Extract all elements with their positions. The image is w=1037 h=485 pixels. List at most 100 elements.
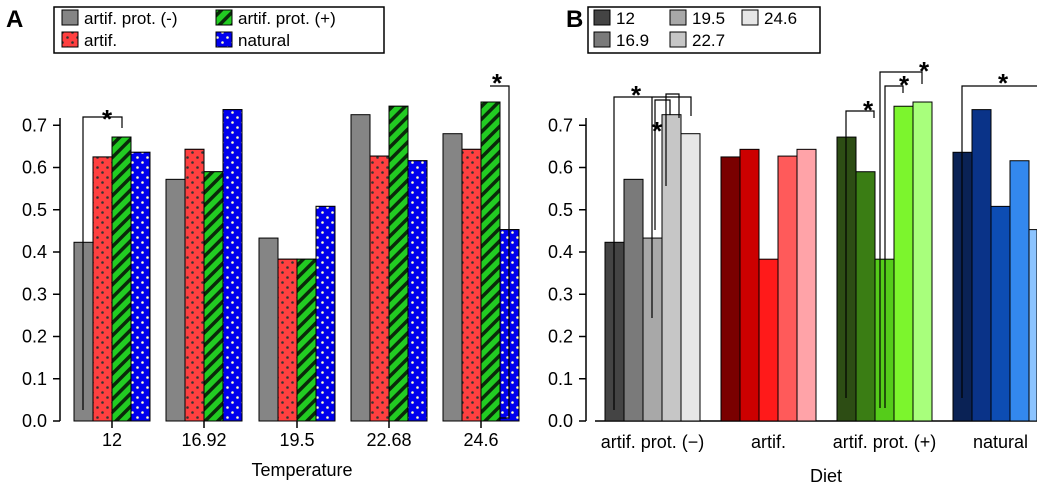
panel-a-y-tick-label: 0.4 — [22, 242, 47, 262]
panel-b-y-tick-label: 0.4 — [548, 242, 573, 262]
panel-b-y-tick-label: 0.1 — [548, 369, 573, 389]
panel-a-x-ticks: 12 16.92 19.5 22.68 24.6 — [102, 421, 499, 450]
significance-star: * — [631, 80, 642, 110]
bar-a-pattern — [184, 148, 205, 422]
panel-b-y-tick-label: 0.0 — [548, 411, 573, 431]
legend-a-swatch-pattern — [215, 9, 233, 26]
legend-b-swatch — [593, 31, 611, 48]
bar-b-group-3-series-1 — [971, 109, 992, 422]
legend-a-label: artif. prot. (-) — [84, 9, 178, 28]
significance-star: * — [998, 68, 1009, 98]
legend-a-label: artif. — [84, 31, 117, 50]
bar-b-group-2-series-1 — [855, 171, 876, 422]
significance-star: * — [492, 68, 503, 98]
panel-a-x-tick-label: 19.5 — [279, 430, 314, 450]
bar-a-pattern — [407, 160, 428, 422]
bar-a-pattern — [222, 109, 243, 422]
panel-a-y-tick-label: 0.3 — [22, 284, 47, 304]
legend-a-swatch-pattern — [61, 31, 79, 48]
bar-a-pattern — [92, 156, 113, 422]
bar-a-pattern — [388, 105, 409, 422]
bar-b-group-1-series-4 — [796, 148, 817, 422]
panel-a-significance: ** — [82, 68, 510, 419]
legend-a-label: artif. prot. (+) — [238, 9, 336, 28]
bar-a-pattern — [461, 148, 482, 422]
legend-b-label: 19.5 — [692, 9, 725, 28]
significance-star: * — [652, 116, 663, 146]
significance-star: * — [863, 95, 874, 125]
legend-b-swatch — [593, 9, 611, 26]
bar-b-group-0-series-1 — [623, 178, 644, 422]
bar-a-24.6-0 — [442, 133, 463, 422]
significance-bracket — [845, 110, 875, 398]
bar-b-group-1-series-2 — [758, 258, 779, 422]
panel-b-x-tick-label: artif. — [751, 432, 786, 452]
panel-a-bars — [73, 101, 520, 422]
bar-a-22.68-0 — [350, 114, 371, 422]
panel-b-x-tick-label: artif. prot. (−) — [601, 432, 705, 452]
significance-bracket — [654, 99, 671, 230]
panel-b-y-tick-label: 0.7 — [548, 115, 573, 135]
panel-a-x-tick-label: 12 — [102, 430, 122, 450]
significance-bracket — [490, 85, 510, 419]
significance-bracket — [879, 71, 923, 408]
legend-a-label: natural — [238, 31, 290, 50]
bar-b-group-3-series-2 — [990, 205, 1011, 422]
legend-b-swatch — [669, 9, 687, 26]
panel-b-significance: * * * * * * — [613, 56, 1037, 410]
significance-star: * — [102, 104, 113, 134]
significance-bracket — [961, 85, 1037, 398]
bar-b-group-0-series-3 — [661, 114, 682, 422]
panel-b-y-tick-label: 0.2 — [548, 327, 573, 347]
bar-a-16.92-0 — [165, 178, 186, 422]
bar-a-pattern — [480, 101, 501, 422]
panel-a-y-tick-label: 0.7 — [22, 115, 47, 135]
significance-star: * — [899, 70, 910, 100]
bar-b-group-2-series-3 — [893, 105, 914, 422]
panel-b-x-tick-label: natural — [973, 432, 1028, 452]
bar-b-group-3-series-3 — [1009, 160, 1030, 422]
bar-b-group-1-series-0 — [720, 156, 741, 422]
legend-b-swatch — [669, 31, 687, 48]
bar-a-pattern — [296, 258, 317, 422]
bar-a-pattern — [315, 205, 336, 422]
significance-bracket — [665, 93, 680, 186]
panel-b: B 12 16.9 19.5 22.7 24.6 0.0 0.1 0.2 0.3 0.4 0.5 0… — [548, 6, 1037, 485]
panel-b-letter: B — [566, 6, 583, 33]
legend-b-label: 24.6 — [764, 9, 797, 28]
panel-a-x-axis-label: Temperature — [251, 460, 352, 480]
significance-bracket — [82, 116, 123, 410]
panel-b-y-tick-label: 0.5 — [548, 200, 573, 220]
legend-a-swatch-pattern — [215, 31, 233, 48]
panel-a-x-tick-label: 22.68 — [366, 430, 411, 450]
bar-b-group-1-series-1 — [739, 148, 760, 422]
panel-b-bars — [604, 101, 1037, 422]
panel-a-letter: A — [6, 6, 23, 33]
bar-a-pattern — [130, 151, 151, 422]
panel-a-y-tick-label: 0.0 — [22, 411, 47, 431]
panel-a-y-tick-label: 0.2 — [22, 327, 47, 347]
panel-b-y-tick-label: 0.6 — [548, 158, 573, 178]
panel-a-x-tick-label: 24.6 — [463, 430, 498, 450]
bar-a-pattern — [203, 171, 224, 422]
panel-a-y-tick-label: 0.1 — [22, 369, 47, 389]
panel-a-y-tick-label: 0.5 — [22, 200, 47, 220]
bar-a-pattern — [277, 258, 298, 422]
panel-b-x-tick-label: artif. prot. (+) — [833, 432, 937, 452]
bar-b-group-1-series-3 — [777, 155, 798, 422]
legend-b-swatch — [741, 9, 759, 26]
legend-b-label: 12 — [616, 9, 635, 28]
panel-a-x-tick-label: 16.92 — [181, 430, 226, 450]
legend-a-swatch — [61, 9, 79, 26]
bar-b-group-3-series-4-clipped — [1028, 229, 1037, 422]
bar-b-group-2-series-4 — [912, 101, 933, 422]
legend-b-label: 16.9 — [616, 31, 649, 50]
bar-a-19.5-0 — [258, 237, 279, 422]
panel-b-y-tick-label: 0.3 — [548, 284, 573, 304]
legend-b-label: 22.7 — [692, 31, 725, 50]
panel-b-legend: 12 16.9 19.5 22.7 24.6 — [587, 6, 821, 54]
panel-b-x-ticks: artif. prot. (−) artif. artif. prot. (+) na… — [601, 432, 1028, 452]
bar-a-pattern — [111, 136, 132, 422]
panel-b-x-axis-label: Diet — [810, 466, 842, 485]
